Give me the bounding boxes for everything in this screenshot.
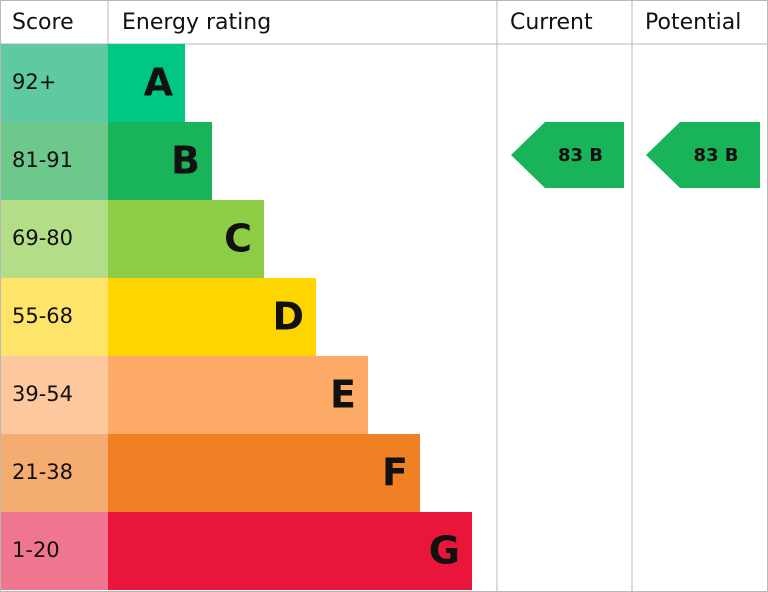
current-arrow — [511, 122, 624, 188]
score-cell — [1, 44, 108, 122]
rating-bar — [108, 434, 420, 512]
rating-bar — [108, 278, 316, 356]
score-label: 69-80 — [12, 226, 73, 250]
header-current: Current — [510, 10, 593, 35]
potential-label: 83 B — [693, 145, 738, 166]
rating-letter: D — [272, 295, 304, 339]
rating-bar — [108, 356, 368, 434]
score-cell — [1, 278, 108, 356]
score-label: 55-68 — [12, 304, 73, 328]
rating-letter: G — [429, 529, 460, 573]
score-label: 39-54 — [12, 382, 73, 406]
score-cell — [1, 122, 108, 200]
header-rating: Energy rating — [122, 10, 271, 35]
score-cell — [1, 434, 108, 512]
current-label: 83 B — [558, 145, 603, 166]
header-score: Score — [12, 10, 74, 35]
score-label: 1-20 — [12, 538, 60, 562]
rating-bar — [108, 44, 185, 122]
score-cell — [1, 356, 108, 434]
score-cell — [1, 200, 108, 278]
rating-bar — [108, 200, 264, 278]
rating-bar — [108, 512, 472, 590]
score-label: 21-38 — [12, 460, 73, 484]
rating-bar — [108, 122, 212, 200]
rating-letter: B — [171, 139, 200, 183]
header-potential: Potential — [645, 10, 741, 35]
rating-letter: A — [144, 61, 174, 105]
rating-letter: E — [330, 373, 356, 417]
score-cell — [1, 512, 108, 590]
score-label: 92+ — [12, 70, 56, 94]
score-label: 81-91 — [12, 148, 73, 172]
rating-letter: F — [382, 451, 408, 495]
rating-letter: C — [224, 217, 252, 261]
potential-arrow — [646, 122, 760, 188]
